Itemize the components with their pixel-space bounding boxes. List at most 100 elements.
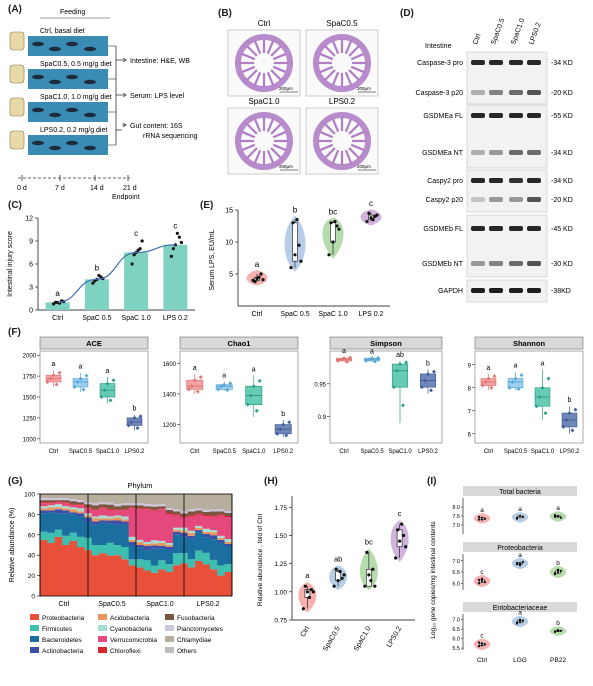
data-point [81,387,86,392]
data-point [483,581,487,584]
stacked-segment [172,509,181,512]
data-point [179,240,183,245]
stacked-segment [187,509,196,512]
blot-band [489,261,503,266]
stacked-segment [106,504,115,509]
data-point [342,573,346,577]
stacked-segment [113,517,122,521]
chart-title: Phylum [127,481,152,490]
stacked-segment [47,502,56,504]
stacked-segment [202,531,211,534]
kd-label: -34 KD [551,150,573,157]
stacked-segment [158,542,166,547]
stacked-segment [47,494,56,499]
stacked-segment [62,510,70,514]
y-tick-label: 5.5 [452,646,460,652]
villus [246,45,258,57]
scale-label: 200μm [279,164,293,169]
blot-band [489,197,503,202]
villus [331,149,340,164]
significance-letter: a [222,373,226,380]
significance-letter: ab [396,352,404,359]
stacked-segment [106,508,115,510]
arrow-icon [122,57,127,63]
stacked-segment [91,545,100,556]
y-axis-label: Serum LPS, EU/mL [209,229,216,290]
fish-icon [49,46,61,52]
stacked-segment [143,560,152,571]
significance-letter: a [370,349,374,356]
fish-icon [32,41,44,47]
group-label: LPS0.2, 0.2 mg/g diet [40,127,107,134]
stacked-segment [187,532,196,536]
data-point [278,427,283,432]
x-tick-label: SpaC 1.0 [122,315,151,322]
data-point [559,629,563,632]
stacked-segment [143,541,152,544]
data-point [553,514,557,517]
stacked-segment [62,494,70,499]
blot-label: GSDMEb FL [423,226,463,233]
y-tick-label: 9 [468,363,472,369]
stacked-segment [121,521,129,525]
stacked-segment [106,516,115,519]
stacked-segment [217,515,225,536]
data-point [78,376,83,381]
y-tick-label: 7.0 [452,618,460,624]
bar [163,244,188,310]
blot-band [527,226,541,231]
fish-icon [49,145,61,151]
y-tick-label: 15 [225,208,233,215]
blot-label: Caspy2 p20 [426,197,463,204]
facet-header [463,602,577,612]
data-point [395,368,399,373]
group-label: SpaC1.0, 1.0 mg/g diet [40,94,112,101]
villus [344,71,353,86]
stacked-segment [158,540,166,543]
data-point [135,425,140,430]
data-point [573,407,578,412]
data-point [546,376,551,381]
data-point [371,567,375,571]
y-tick-label: 6 [468,432,472,438]
villus [253,40,262,55]
data-point [289,266,293,270]
stacked-segment [121,524,129,548]
x-tick-label: SpaC1.0 [96,449,120,455]
kd-label: -55 KD [551,113,573,120]
data-point [373,359,377,364]
data-point [305,590,309,594]
villus [266,40,275,55]
stacked-segment [150,504,159,507]
stacked-segment [209,509,218,512]
blot-membrane [466,51,548,105]
stacked-segment [113,515,122,518]
data-point [332,584,336,588]
x-tick-label: SpaC 1.0 [318,311,347,318]
x-tick-label: Ctrl [477,657,488,664]
stacked-segment [113,545,122,556]
fish-icon [32,107,44,113]
data-point [132,253,136,257]
panel-g-label: (G) [8,476,23,487]
legend-swatch [30,625,39,631]
data-point [492,374,497,379]
stacked-segment [106,523,115,543]
blot-band [509,261,523,266]
stacked-segment [91,505,100,510]
panel-b-label: (B) [218,8,232,19]
blot-band [509,288,523,293]
stacked-segment [158,569,166,596]
villus [246,147,258,159]
y-tick-label: 100 [24,492,35,499]
blot-label: GSDMEb NT [422,261,464,268]
stacked-segment [202,511,211,516]
y-axis-label: Relative abundance , fold of Ctrl [257,513,264,606]
stacked-segment [54,513,63,530]
data-point [97,273,101,278]
stacked-segment [99,515,107,519]
panel-h-label: (H) [264,476,278,487]
stacked-segment [172,527,181,530]
blot-band [527,113,541,118]
